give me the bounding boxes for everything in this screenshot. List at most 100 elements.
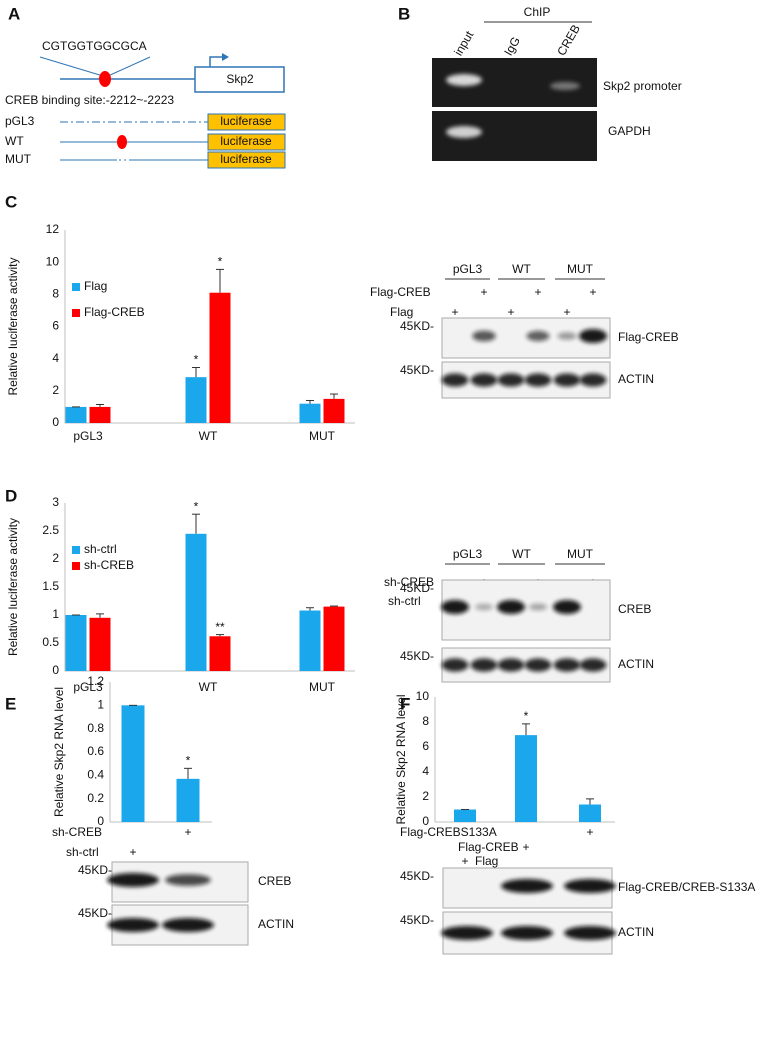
binding-site	[99, 71, 111, 87]
size-marker: 45KD-	[400, 581, 434, 595]
band-label: GAPDH	[608, 124, 651, 138]
significance: *	[524, 709, 529, 723]
y-tick-label: 3	[52, 495, 59, 509]
treatment-mark: +	[563, 305, 570, 319]
band	[524, 373, 552, 387]
band	[497, 373, 525, 387]
y-tick-label: 1.2	[87, 674, 104, 688]
legend-swatch	[72, 309, 80, 317]
panel-label: D	[5, 486, 17, 505]
band	[446, 126, 482, 138]
band-label: ACTIN	[618, 925, 654, 939]
y-axis-label: Relative luciferase activity	[6, 257, 20, 395]
band-label: Flag-CREB/CREB-S133A	[618, 880, 755, 894]
y-tick-label: 0	[97, 814, 104, 828]
bar	[89, 406, 111, 423]
condition-mark: +	[461, 854, 468, 868]
y-tick-label: 1	[97, 698, 104, 712]
condition-label: sh-CREB	[52, 825, 102, 839]
size-marker: 45KD-	[400, 913, 434, 927]
band	[579, 658, 607, 672]
band	[475, 603, 493, 611]
band	[526, 330, 550, 342]
band	[441, 600, 469, 614]
y-tick-label: 4	[422, 764, 429, 778]
site-label: CREB binding site:-2212~-2223	[5, 93, 174, 107]
y-tick-label: 10	[46, 254, 60, 268]
bar	[299, 610, 321, 671]
bar	[176, 778, 200, 822]
y-tick-label: 0	[422, 814, 429, 828]
y-tick-label: 0.2	[87, 791, 104, 805]
band	[441, 926, 493, 940]
x-tick-label: pGL3	[73, 680, 103, 694]
panel-label: C	[5, 192, 17, 211]
y-tick-label: 2	[52, 551, 59, 565]
y-tick-label: 2.5	[42, 523, 59, 537]
group-label: MUT	[567, 262, 594, 276]
group-label: WT	[512, 547, 531, 561]
construct-name: MUT	[5, 152, 32, 166]
construct-name: WT	[5, 134, 24, 148]
band	[107, 918, 159, 932]
bar	[209, 636, 231, 671]
size-marker: 45KD-	[78, 863, 112, 877]
band	[441, 658, 469, 672]
legend-swatch	[72, 562, 80, 570]
band-label: CREB	[618, 602, 651, 616]
treatment-label: sh-CREB	[384, 575, 434, 589]
tss-arrowhead	[222, 53, 229, 61]
group-label: pGL3	[453, 547, 483, 561]
y-tick-label: 0.5	[42, 635, 59, 649]
significance: *	[194, 499, 199, 513]
treatment-label: sh-ctrl	[388, 594, 421, 608]
group-label: pGL3	[453, 262, 483, 276]
size-marker: 45KD-	[400, 869, 434, 883]
connector	[39, 56, 104, 77]
condition-label: Flag-CREB	[458, 840, 519, 854]
significance: *	[194, 353, 199, 367]
legend-label: Flag	[84, 279, 107, 293]
group-label: MUT	[567, 547, 594, 561]
legend-label: sh-CREB	[84, 558, 134, 572]
condition-mark: +	[129, 845, 136, 859]
reporter-box	[207, 133, 286, 151]
treatment-mark: +	[507, 305, 514, 319]
band	[557, 332, 577, 340]
y-tick-label: 0.8	[87, 721, 104, 735]
band	[553, 658, 581, 672]
band-label: ACTIN	[258, 917, 294, 931]
band	[501, 879, 553, 893]
lane-label: IgG	[501, 34, 523, 58]
significance: **	[215, 620, 225, 634]
x-tick-label: pGL3	[73, 429, 103, 443]
band	[162, 918, 214, 932]
band	[553, 600, 581, 614]
treatment-label: Flag-CREB	[370, 285, 431, 299]
binding-site	[117, 135, 127, 149]
panel-label: B	[398, 4, 410, 23]
lane-label: CREB	[554, 22, 583, 58]
condition-mark: +	[586, 825, 593, 839]
bar	[454, 809, 476, 822]
band	[564, 926, 616, 940]
x-tick-label: WT	[199, 680, 218, 694]
band	[470, 373, 498, 387]
y-tick-label: 6	[52, 319, 59, 333]
treatment-label: Flag	[390, 305, 413, 319]
treatment-mark: +	[534, 285, 541, 299]
treatment-mark: +	[589, 285, 596, 299]
y-axis-label: Relative Skp2 RNA level	[394, 694, 408, 824]
band	[446, 74, 482, 86]
band-label: Flag-CREB	[618, 330, 679, 344]
bar	[579, 804, 601, 822]
y-tick-label: 2	[422, 789, 429, 803]
band	[497, 658, 525, 672]
panel-label: F	[400, 694, 410, 713]
y-tick-label: 2	[52, 383, 59, 397]
condition-label: Flag-CREBS133A	[400, 825, 497, 839]
y-axis-label: Relative luciferase activity	[6, 518, 20, 656]
x-tick-label: MUT	[309, 680, 336, 694]
reporter-name: luciferase	[220, 152, 272, 166]
band-label: CREB	[258, 874, 291, 888]
